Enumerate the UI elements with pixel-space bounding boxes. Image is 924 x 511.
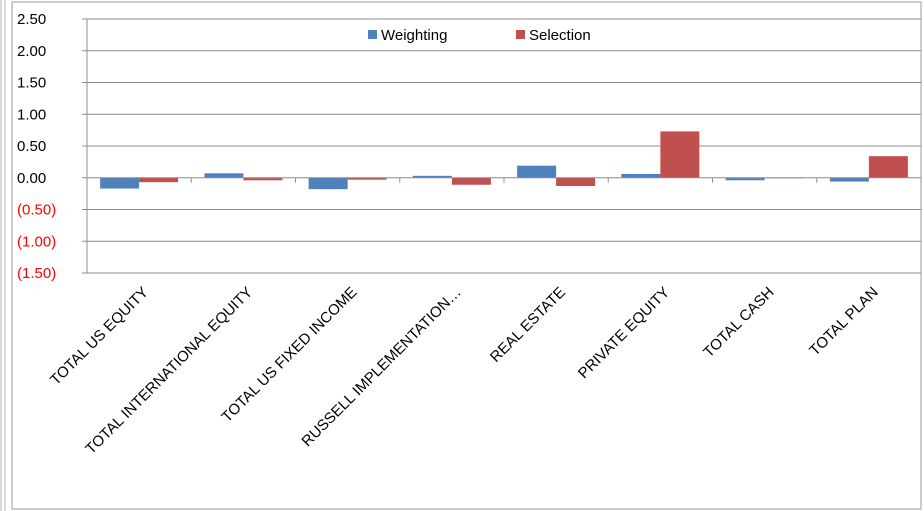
legend-label-selection: Selection (529, 27, 591, 44)
bar-weighting (621, 173, 661, 178)
legend-label-weighting: Weighting (381, 27, 447, 44)
legend-swatch-weighting (368, 30, 377, 39)
legend: Weighting Selection (368, 27, 591, 44)
x-category-label: TOTAL INTERNATIONAL EQUITY (82, 284, 256, 458)
axes (82, 18, 922, 274)
x-category-label: TOTAL CASH (700, 284, 777, 361)
x-category-label: PRIVATE EQUITY (575, 284, 673, 382)
bar-selection (556, 177, 596, 187)
chart-border (11, 1, 922, 510)
bar-selection (868, 156, 908, 178)
bar-weighting (204, 173, 244, 178)
bar-weighting (725, 177, 765, 181)
bar-selection (139, 177, 179, 183)
bar-selection (347, 177, 387, 180)
bar-weighting (517, 165, 557, 178)
bar-selection (243, 177, 283, 181)
y-tick-labels: 2.50 2.00 1.50 1.00 0.50 0.00 (0.50) (1.00) (1.5… (17, 11, 56, 282)
x-category-label: TOTAL PLAN (806, 284, 881, 359)
bar-weighting (829, 177, 869, 182)
bar-weighting (100, 177, 140, 189)
y-tick-label: 0.00 (17, 170, 46, 187)
bars (100, 131, 908, 190)
gridlines (87, 18, 921, 274)
bar-weighting (308, 177, 348, 190)
bar-selection (660, 131, 700, 178)
y-tick-label: (1.00) (17, 233, 56, 250)
x-category-label: TOTAL US EQUITY (47, 284, 152, 389)
y-tick-label: (0.50) (17, 202, 56, 219)
legend-swatch-selection (516, 30, 525, 39)
bar-weighting (412, 175, 452, 178)
y-tick-label: 0.50 (17, 138, 46, 155)
y-tick-label: 2.50 (17, 11, 46, 28)
bar-selection (451, 177, 491, 185)
y-tick-label: 2.00 (17, 43, 46, 60)
y-tick-label: (1.50) (17, 265, 56, 282)
y-tick-label: 1.00 (17, 106, 46, 123)
x-category-label: REAL ESTATE (487, 284, 569, 366)
y-tick-label: 1.50 (17, 75, 46, 92)
